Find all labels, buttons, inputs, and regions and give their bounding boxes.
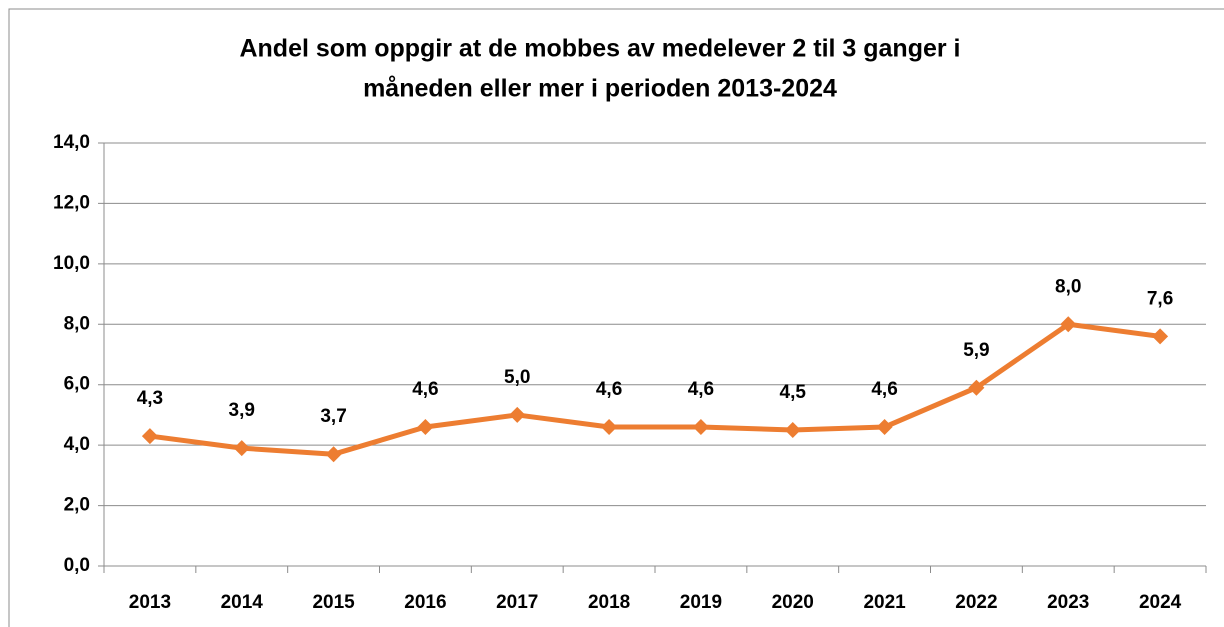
marker xyxy=(784,422,801,439)
y-tick-label: 10,0 xyxy=(53,253,90,274)
data-label: 3,7 xyxy=(320,406,346,427)
x-tick-label: 2016 xyxy=(404,592,446,613)
marker xyxy=(1060,316,1077,333)
data-label: 4,6 xyxy=(871,379,897,400)
marker xyxy=(968,379,985,396)
data-label: 4,6 xyxy=(596,379,622,400)
x-tick-label: 2013 xyxy=(129,592,171,613)
chart-title: Andel som oppgir at de mobbes av medelev… xyxy=(239,35,960,63)
y-tick-label: 12,0 xyxy=(53,192,90,213)
y-tick-label: 6,0 xyxy=(64,374,90,395)
line xyxy=(149,321,1161,457)
x-tick-label: 2023 xyxy=(1047,592,1089,613)
marker xyxy=(141,428,158,445)
chart-frame xyxy=(8,8,1224,627)
x-tick-label: 2018 xyxy=(588,592,630,613)
y-tick-label: 8,0 xyxy=(64,313,90,334)
marker xyxy=(692,419,709,436)
chart-title: måneden eller mer i perioden 2013-2024 xyxy=(363,75,837,103)
y-tick-label: 14,0 xyxy=(53,132,90,153)
x-tick-label: 2014 xyxy=(221,592,264,613)
data-label: 4,6 xyxy=(688,379,714,400)
data-label: 3,9 xyxy=(229,400,255,421)
marker xyxy=(325,446,342,463)
x-tick-label: 2022 xyxy=(955,592,997,613)
x-tick-label: 2021 xyxy=(863,592,906,613)
data-label: 5,0 xyxy=(504,367,530,388)
marker xyxy=(417,419,434,436)
x-tick-label: 2024 xyxy=(1139,592,1182,613)
x-tick-label: 2015 xyxy=(312,592,355,613)
data-label: 5,9 xyxy=(963,340,989,361)
marker xyxy=(509,406,526,423)
data-label: 4,5 xyxy=(780,382,807,403)
data-label: 4,3 xyxy=(137,388,163,409)
x-tick-label: 2020 xyxy=(772,592,814,613)
y-tick-label: 2,0 xyxy=(64,495,90,516)
x-tick-label: 2019 xyxy=(680,592,722,613)
x-tick-label: 2017 xyxy=(496,592,538,613)
marker xyxy=(876,419,893,436)
data-label: 4,6 xyxy=(412,379,438,400)
y-tick-label: 4,0 xyxy=(64,434,90,455)
y-tick-label: 0,0 xyxy=(64,555,90,576)
marker xyxy=(1152,328,1169,345)
data-label: 8,0 xyxy=(1055,276,1081,297)
marker xyxy=(601,419,618,436)
data-label: 7,6 xyxy=(1147,288,1173,309)
marker xyxy=(233,440,250,457)
